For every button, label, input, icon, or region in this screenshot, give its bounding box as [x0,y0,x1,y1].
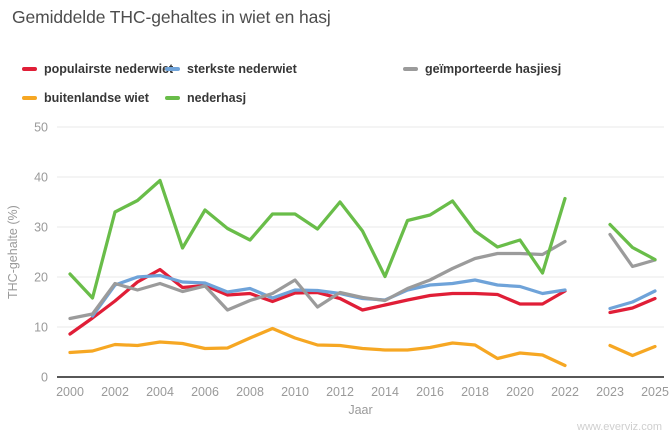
legend-swatch-icon [403,67,418,71]
legend-swatch-icon [165,96,180,100]
x-tick-label: 2000 [56,385,84,399]
y-tick-label: 30 [34,221,48,235]
x-tick-label: 2014 [371,385,399,399]
legend-item[interactable]: populairste nederwiet [22,62,173,76]
x-tick-label: 2008 [236,385,264,399]
y-tick-label: 40 [34,171,48,185]
y-tick-label: 0 [41,371,48,385]
x-tick-label: 2004 [146,385,174,399]
legend-label: buitenlandse wiet [44,91,149,105]
series-line-nederhasj[interactable] [68,178,657,300]
legend-item[interactable]: sterkste nederwiet [165,62,297,76]
x-tick-label: 2006 [191,385,219,399]
y-tick-label: 10 [34,321,48,335]
legend-item[interactable]: geïmporteerde hasjiesj [403,62,561,76]
legend-swatch-icon [165,67,180,71]
legend-item[interactable]: nederhasj [165,91,246,105]
y-tick-label: 50 [34,121,48,135]
legend-label: geïmporteerde hasjiesj [425,62,562,76]
legend-label: sterkste nederwiet [187,62,297,76]
x-tick-label: 2022 [551,385,579,399]
legend-label: nederhasj [187,91,247,105]
x-tick-label: 2018 [461,385,489,399]
series-line-ge-mporteerde-hasjiesj[interactable] [68,232,657,321]
x-tick-label: 2020 [506,385,534,399]
y-axis-title: THC-gehalte (%) [6,205,20,299]
x-tick-label: 2002 [101,385,129,399]
x-tick-label: 2016 [416,385,444,399]
x-tick-label: 2025 [641,385,669,399]
x-tick-label: 2012 [326,385,354,399]
legend-swatch-icon [22,96,37,100]
series-line-buitenlandse-wiet[interactable] [68,326,657,368]
legend-label: populairste nederwiet [44,62,174,76]
chart-title: Gemiddelde THC-gehaltes in wiet en hasj [12,7,331,27]
y-tick-label: 20 [34,271,48,285]
everviz-watermark: www.everviz.com [577,421,662,433]
series-line-sterkste-nederwiet[interactable] [90,273,657,318]
legend-item[interactable]: buitenlandse wiet [22,91,149,105]
series-line-populairste-nederwiet[interactable] [68,267,657,336]
x-tick-label: 2010 [281,385,309,399]
x-axis-title: Jaar [348,403,373,417]
x-tick-label: 2023 [596,385,624,399]
legend-swatch-icon [22,67,37,71]
